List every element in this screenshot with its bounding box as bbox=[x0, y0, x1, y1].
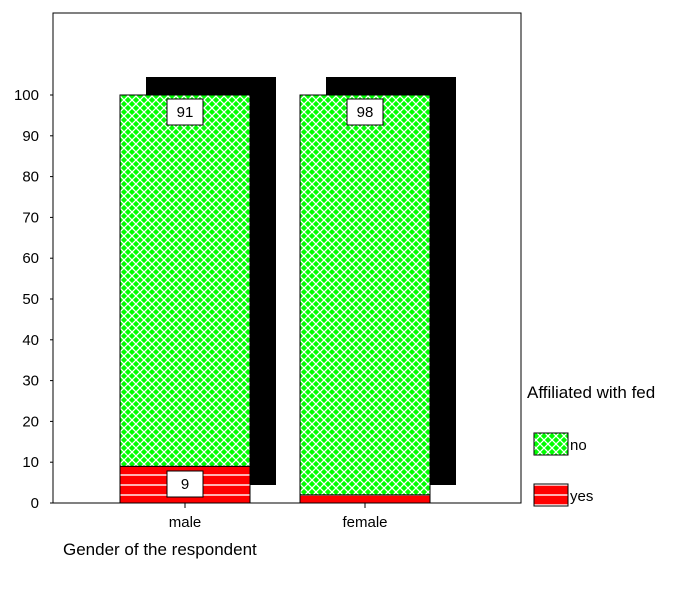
data-label: 91 bbox=[177, 104, 194, 121]
data-labels: 91 98 9 bbox=[166, 98, 384, 498]
y-tick-label: 50 bbox=[22, 291, 39, 308]
legend-label-yes: yes bbox=[570, 488, 593, 505]
y-tick-label: 80 bbox=[22, 169, 39, 186]
y-axis: 0 10 20 30 40 50 60 70 80 90 100 bbox=[14, 87, 53, 512]
category-label: male bbox=[169, 514, 202, 531]
y-tick-label: 70 bbox=[22, 209, 39, 226]
y-tick-label: 0 bbox=[31, 495, 39, 512]
data-label: 9 bbox=[181, 476, 189, 493]
data-label-box bbox=[346, 98, 384, 126]
data-label-box bbox=[166, 98, 204, 126]
bars bbox=[119, 94, 431, 504]
bar-segment-yes bbox=[299, 494, 431, 504]
category-label: female bbox=[342, 514, 387, 531]
y-tick-label: 100 bbox=[14, 87, 39, 104]
data-label: 98 bbox=[357, 104, 374, 121]
legend: Affiliated with fed no yes bbox=[527, 383, 655, 507]
bar-segment-no bbox=[299, 94, 431, 496]
data-label-box bbox=[166, 470, 204, 498]
bar-segment-no bbox=[119, 94, 251, 467]
y-tick-label: 60 bbox=[22, 250, 39, 267]
y-tick-label: 90 bbox=[22, 128, 39, 145]
legend-title: Affiliated with fed bbox=[527, 383, 655, 402]
x-axis-label: Gender of the respondent bbox=[63, 540, 257, 559]
legend-swatch-yes bbox=[533, 483, 569, 507]
y-tick-label: 30 bbox=[22, 373, 39, 390]
y-tick-label: 20 bbox=[22, 413, 39, 430]
legend-swatch-no bbox=[533, 432, 569, 456]
y-tick-label: 40 bbox=[22, 332, 39, 349]
legend-label-no: no bbox=[570, 437, 587, 454]
y-tick-label: 10 bbox=[22, 454, 39, 471]
x-axis: male female bbox=[169, 503, 388, 531]
